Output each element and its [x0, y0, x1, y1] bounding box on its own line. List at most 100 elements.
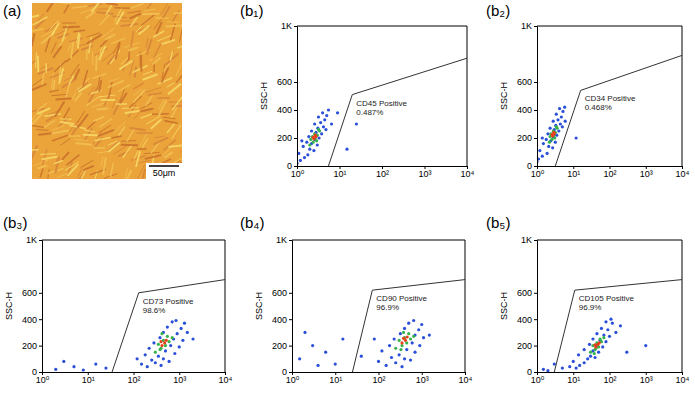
event-point — [601, 345, 604, 348]
frame-line — [42, 240, 225, 241]
cell-streak — [137, 148, 146, 150]
tick-label: 400 — [22, 315, 37, 325]
gate-label: CD90 Positive — [376, 294, 427, 303]
event-point — [418, 344, 421, 347]
event-point — [406, 335, 409, 338]
tick-label: 10² — [603, 375, 616, 385]
cell-streak — [89, 88, 97, 101]
cell-streak — [101, 99, 115, 101]
tick-label: 10³ — [640, 169, 653, 179]
cell-streak — [122, 144, 137, 146]
tick: 10² — [127, 372, 140, 385]
tick-label: 600 — [517, 77, 532, 87]
cell-streak — [50, 21, 58, 29]
cell-streak — [121, 24, 137, 26]
cell-streak — [95, 54, 98, 70]
frame-line — [537, 26, 682, 27]
cell-streak — [172, 105, 182, 106]
event-point — [400, 341, 403, 344]
frame-line — [682, 240, 683, 372]
tick-label: 10³ — [640, 375, 653, 385]
cell-streak — [32, 79, 43, 88]
event-point — [171, 336, 174, 339]
gate-label: 98.6% — [143, 306, 166, 315]
cell-streak — [92, 51, 93, 64]
event-point — [552, 131, 555, 134]
event-point — [568, 365, 571, 368]
event-point — [159, 364, 162, 367]
tick: 600 — [517, 288, 537, 298]
event-point — [164, 349, 167, 352]
event-point — [399, 332, 402, 335]
event-point — [140, 362, 143, 365]
event-point — [311, 344, 314, 347]
tick-label: 600 — [272, 288, 287, 298]
tick: 10² — [372, 372, 385, 385]
cell-streak — [61, 139, 70, 145]
event-point — [330, 122, 333, 125]
axis-line — [289, 241, 293, 373]
event-point — [551, 146, 554, 149]
event-point — [428, 333, 431, 336]
series — [593, 341, 600, 348]
cell-streak — [129, 48, 138, 51]
event-point — [604, 320, 607, 323]
y-axis-title: SSC-H — [254, 292, 264, 320]
event-point — [600, 327, 603, 330]
tick: 10¹ — [333, 166, 346, 179]
event-point — [403, 327, 406, 330]
series — [542, 318, 648, 372]
tick: 10⁰ — [531, 372, 545, 385]
tick-label: 10⁰ — [531, 375, 545, 385]
event-point — [313, 122, 316, 125]
cell-streak — [128, 50, 130, 59]
tick-mark — [534, 372, 537, 373]
event-point — [315, 139, 318, 142]
event-point — [417, 328, 420, 331]
panel-label: (b₅) — [486, 214, 510, 231]
cell-streak — [52, 94, 67, 95]
cell-streak — [72, 87, 78, 100]
event-point — [409, 337, 412, 340]
cell-streak — [101, 157, 103, 167]
cell-streak — [42, 157, 56, 159]
tick-mark — [534, 26, 537, 27]
gate — [352, 280, 465, 372]
event-point — [322, 125, 325, 128]
cell-streak — [71, 42, 73, 58]
tick-label: 200 — [517, 341, 532, 351]
event-point — [150, 359, 153, 362]
cell-streak — [88, 121, 96, 128]
cell-streak — [108, 141, 118, 150]
tick-label: 10² — [603, 169, 616, 179]
gate-label: 0.468% — [585, 103, 612, 112]
tick: 0 — [527, 161, 537, 171]
cell-streak — [32, 34, 34, 46]
cell-streak — [32, 146, 37, 160]
event-point — [94, 362, 97, 365]
cell-streak — [126, 111, 139, 113]
tick-label: 200 — [272, 341, 287, 351]
event-point — [549, 127, 552, 130]
tick-mark — [289, 346, 292, 347]
cell-streak — [78, 169, 82, 177]
cell-streak — [107, 3, 117, 5]
tick-mark — [39, 319, 42, 320]
tick-label: 0 — [282, 367, 287, 377]
cell-streak — [173, 11, 179, 21]
gate-label: CD34 Positive — [585, 94, 636, 103]
event-point — [191, 337, 194, 340]
event-point — [411, 341, 414, 344]
cell-streak — [92, 3, 100, 11]
event-point — [180, 327, 183, 330]
cell-streak — [47, 169, 49, 179]
cell-streak — [146, 95, 153, 105]
cell-streak — [88, 4, 102, 6]
tick-mark — [39, 346, 42, 347]
cell-streak — [146, 39, 148, 48]
cell-streak — [134, 151, 138, 160]
tick-label: 600 — [277, 77, 292, 87]
event-point — [162, 357, 165, 360]
frame-line — [467, 26, 468, 166]
tick-mark — [294, 82, 297, 83]
